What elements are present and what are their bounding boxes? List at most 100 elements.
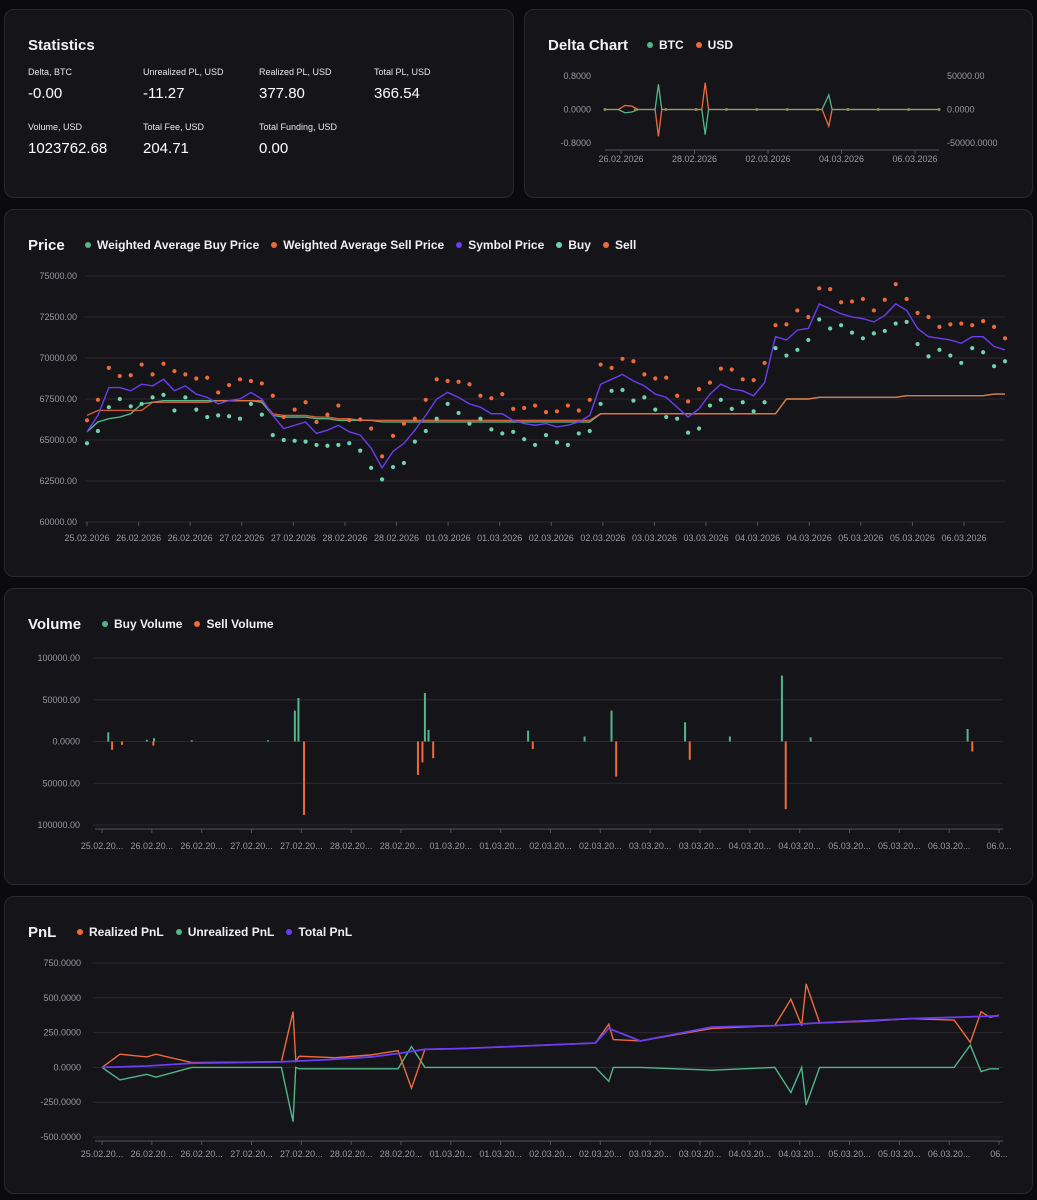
sell-point xyxy=(216,390,221,395)
realized-pnl-line xyxy=(101,983,1000,1091)
x-tick-label: 25.02.20... xyxy=(81,841,124,851)
legend-item-total-pnl[interactable]: Total PnL xyxy=(286,925,352,939)
sell-point xyxy=(369,426,374,431)
legend-item-buy-volume[interactable]: Buy Volume xyxy=(102,617,182,631)
delta-point xyxy=(694,108,698,111)
buy-point xyxy=(369,465,374,470)
x-tick-label: 05.03.20... xyxy=(878,841,921,851)
buy-point xyxy=(828,326,833,331)
x-tick-label: 28.02.2026 xyxy=(672,154,717,164)
sell-point xyxy=(281,414,286,420)
x-tick-label: 25.02.20... xyxy=(81,1149,124,1159)
sell-point xyxy=(981,319,986,324)
x-tick-label: 26.02.2026 xyxy=(598,154,643,164)
buy-point xyxy=(937,347,942,352)
x-tick-label: 28.02.2026 xyxy=(374,533,419,543)
x-tick-label: 02.03.20... xyxy=(529,841,572,851)
legend-item-sell[interactable]: Sell xyxy=(602,238,636,252)
x-tick-label: 05.03.2026 xyxy=(838,533,883,543)
sell-point xyxy=(598,362,603,367)
x-tick-label: 27.02.20... xyxy=(280,841,323,851)
legend-item-symbol-price[interactable]: Symbol Price xyxy=(456,238,544,252)
legend-item-wavg-buy[interactable]: Weighted Average Buy Price xyxy=(85,238,259,252)
legend-item-btc[interactable]: BTC xyxy=(647,38,684,52)
delta-chart-plot[interactable]: 0.8000 0.0000 -0.8000 50000.00 0.0000 -50000.… xyxy=(525,10,1034,199)
x-tick-label: 26.02.20... xyxy=(180,1149,223,1159)
legend-label: Unrealized PnL xyxy=(187,925,275,939)
sell-point xyxy=(84,418,90,423)
stat-label: Total Funding, USD xyxy=(259,122,338,132)
sell-point xyxy=(620,356,625,361)
buy-point xyxy=(817,317,822,322)
legend-item-buy[interactable]: Buy xyxy=(556,238,591,252)
buy-point xyxy=(358,448,363,453)
buy-point xyxy=(882,328,887,334)
buy-volume-bar xyxy=(297,698,300,742)
sell-volume-bar xyxy=(416,741,419,775)
legend-item-unrealized-pnl[interactable]: Unrealized PnL xyxy=(175,925,275,939)
legend-dot xyxy=(456,242,463,248)
y-tick-label: 100000.00 xyxy=(37,820,80,830)
y-tick-label: 50000.00 xyxy=(42,778,80,788)
legend-dot xyxy=(556,242,563,248)
buy-volume-bar xyxy=(610,710,613,742)
buy-point xyxy=(270,432,275,438)
price-chart-plot[interactable]: 75000.00 72500.00 70000.00 67500.00 65000.00… xyxy=(5,210,1034,578)
sell-volume-bar xyxy=(615,741,618,777)
buy-point xyxy=(751,409,756,414)
legend-label: USD xyxy=(707,38,734,52)
volume-chart-plot[interactable]: 100000.00 50000.00 0.0000 50000.00 100000.00… xyxy=(5,589,1034,886)
x-tick-label: 28.02.20... xyxy=(380,841,423,851)
legend-item-wavg-sell[interactable]: Weighted Average Sell Price xyxy=(271,238,444,252)
x-tick-label: 26.02.2026 xyxy=(168,533,213,543)
y-tick-label: -500.0000 xyxy=(40,1132,81,1142)
y-tick-label: 70000.00 xyxy=(39,353,77,363)
sell-point xyxy=(915,310,920,315)
sell-volume-bar xyxy=(152,741,155,746)
x-tick-label: 05.03.20... xyxy=(828,841,871,851)
buy-point xyxy=(904,319,909,325)
buy-point xyxy=(664,414,669,420)
symbol-price-line xyxy=(86,302,1006,470)
sell-point xyxy=(456,379,461,384)
x-tick-label: 06... xyxy=(990,1149,1008,1159)
sell-point xyxy=(882,297,887,302)
buy-point xyxy=(325,443,330,448)
buy-point xyxy=(500,431,505,436)
sell-point xyxy=(707,380,713,385)
sell-point xyxy=(259,381,264,386)
buy-point xyxy=(522,437,527,442)
legend-item-usd[interactable]: USD xyxy=(695,38,734,52)
sell-point xyxy=(926,314,931,320)
buy-volume-bar xyxy=(266,740,269,742)
legend-item-realized-pnl[interactable]: Realized PnL xyxy=(77,925,164,939)
buy-point xyxy=(685,430,691,435)
buy-point xyxy=(970,346,975,351)
legend-dot xyxy=(194,621,201,627)
buy-point xyxy=(205,414,210,420)
pnl-chart-title: PnL xyxy=(28,924,57,941)
y-tick-label: 65000.00 xyxy=(39,435,77,445)
pnl-chart-plot[interactable]: 750.0000 500.0000 250.0000 0.0000 -250.0000 -… xyxy=(5,897,1034,1195)
x-tick-label: 27.02.2026 xyxy=(219,533,264,543)
sell-point xyxy=(718,366,723,371)
buy-point xyxy=(598,401,603,407)
buy-point xyxy=(336,442,341,448)
btc-series-line xyxy=(605,84,939,135)
x-tick-label: 01.03.20... xyxy=(479,841,522,851)
delta-point xyxy=(907,108,911,111)
x-tick-label: 06.03.20... xyxy=(928,841,971,851)
y-tick-label: 72500.00 xyxy=(39,312,77,322)
legend-label: Weighted Average Sell Price xyxy=(283,238,445,252)
legend-dot xyxy=(85,242,91,248)
sell-point xyxy=(970,323,975,328)
sell-volume-bar xyxy=(120,741,123,745)
sell-point xyxy=(740,377,745,382)
delta-point xyxy=(603,108,607,111)
x-tick-label: 25.02.2026 xyxy=(64,533,109,543)
sell-point xyxy=(117,373,122,379)
y-tick-label: 50000.00 xyxy=(42,695,80,705)
legend-item-sell-volume[interactable]: Sell Volume xyxy=(194,617,274,631)
sell-volume-bar xyxy=(111,741,114,750)
sell-point xyxy=(434,377,439,382)
